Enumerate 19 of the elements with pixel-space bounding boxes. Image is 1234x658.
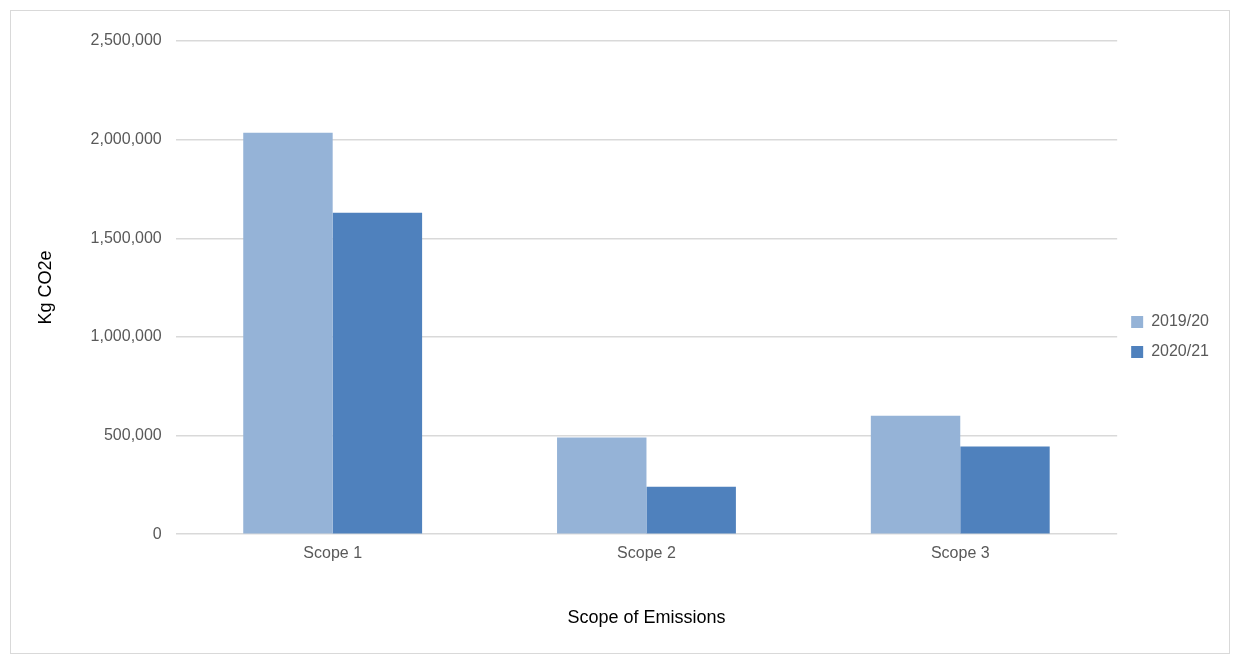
legend-label: 2019/20: [1151, 312, 1210, 330]
bar: [332, 212, 423, 534]
bar: [243, 132, 333, 534]
bar: [646, 486, 736, 534]
x-tick-label: Scope 3: [930, 544, 990, 562]
bar: [557, 437, 647, 534]
y-tick-label: 2,500,000: [90, 31, 162, 49]
y-tick-label: 1,000,000: [90, 327, 162, 345]
x-tick-label: Scope 2: [617, 544, 676, 562]
y-tick-label: 1,500,000: [90, 228, 162, 246]
legend-label: 2020/21: [1151, 342, 1210, 360]
x-axis-title: Scope of Emissions: [567, 607, 726, 628]
bar: [870, 415, 961, 534]
x-tick-label: Scope 1: [303, 544, 363, 562]
y-tick-label: 500,000: [103, 425, 162, 443]
bar: [960, 446, 1050, 534]
y-axis-title: Kg CO2e: [34, 250, 55, 325]
y-tick-label: 0: [152, 524, 162, 542]
y-tick-label: 2,000,000: [90, 130, 162, 148]
